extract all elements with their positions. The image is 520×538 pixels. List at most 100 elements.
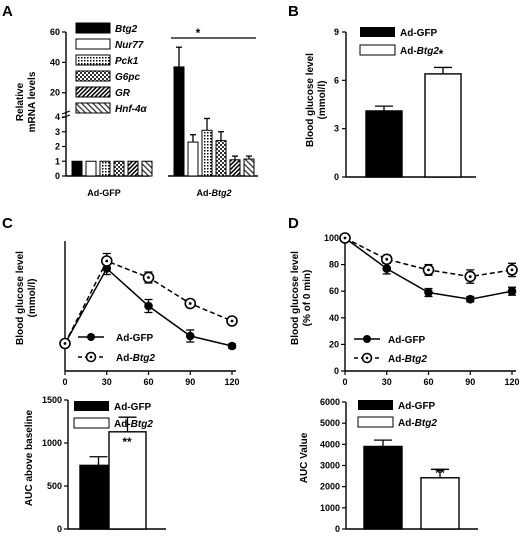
- panel-d-top-ylabel-line2: (% of 0 min): [302, 270, 313, 327]
- panel-b-y-tick-label: 0: [334, 172, 339, 182]
- panel-d-bottom-legend-label-btg2: Ad-Btg2: [398, 418, 437, 429]
- panel-d-legend-marker-gfp: [363, 335, 371, 343]
- panel-d-top-y-tick-label: 60: [329, 286, 339, 296]
- panel-a-legend-label: GR: [115, 88, 131, 99]
- panel-d-bottom-axes: 0 1000 2000 3000 4000 5000 6000: [320, 397, 478, 534]
- panel-letter-c: C: [2, 215, 13, 232]
- panel-c-bottom-bars: [79, 416, 147, 530]
- panel-b: Blood glucose level (mmol/l) 0 3 6 9 Ad-GFP…: [305, 27, 476, 182]
- panel-c-top-point-gfp: [185, 331, 195, 341]
- panel-a-bar-2-0: [99, 160, 111, 177]
- panel-c-bottom: AUC above baseline 0 500 1000 1500 Ad-GFP A…: [24, 395, 166, 534]
- panel-c-top-point-btg2-dot: [230, 319, 234, 323]
- panel-a: Relative mRNA levels 0 1 2 3 4 20 40 60 Btg2 Nur…: [15, 22, 258, 198]
- panel-d-legend-marker-btg2-dot: [365, 356, 369, 360]
- panel-d-top-x-tick-label: 30: [382, 377, 392, 387]
- panel-a-bar-3-1: [215, 140, 227, 177]
- panel-c-bottom-significance: **: [122, 435, 132, 449]
- panel-b-bar-0: [365, 110, 403, 178]
- panel-d-top-x-tick-label: 0: [342, 377, 347, 387]
- panel-d-top-point-btg2-dot: [510, 268, 514, 272]
- panel-c-top-lines: [59, 252, 238, 351]
- panel-d-legend-label-gfp: Ad-GFP: [388, 335, 426, 346]
- panel-a-y-tick-label: 1: [55, 156, 60, 166]
- panel-b-legend-swatch-btg2: [359, 44, 396, 56]
- panel-d-top-y-tick-label: 20: [329, 339, 339, 349]
- panel-b-legend-swatch-gfp: [360, 27, 395, 37]
- panel-letter-b: B: [288, 3, 299, 20]
- panel-d-legend-label-btg2: Ad-Btg2: [388, 354, 427, 365]
- panel-a-legend-swatch: [75, 22, 111, 34]
- panel-a-legend-label: Btg2: [115, 24, 138, 35]
- panel-a-legend-swatch: [75, 70, 111, 82]
- panel-a-legend-label: Nur77: [115, 40, 144, 51]
- panel-a-ylabel-line2: mRNA levels: [27, 71, 38, 132]
- panel-d-top-point-btg2-dot: [385, 257, 389, 261]
- panel-a-axis-break: [61, 114, 71, 119]
- panel-d-top-y-tick-label: 40: [329, 313, 339, 323]
- panel-a-legend-swatch: [75, 38, 111, 50]
- panel-d-bottom-legend-swatch-gfp: [358, 400, 393, 410]
- panel-a-axis-break: [61, 110, 71, 115]
- panel-b-bars: [365, 66, 462, 178]
- panel-d-top-legend: Ad-GFP Ad-Btg2: [354, 335, 427, 365]
- panel-a-bar-3-0: [113, 160, 125, 177]
- panel-c-top: Blood glucose level (mmol/l) 0 30 60 90 120 …: [15, 241, 240, 387]
- panel-a-legend-label: G6pc: [115, 72, 140, 83]
- panel-d-top-x-tick-label: 60: [423, 377, 433, 387]
- panel-c-bottom-bar-1: [108, 431, 147, 530]
- panel-c-legend-marker-btg2-dot: [89, 355, 93, 359]
- panel-d-bottom-y-tick-label: 3000: [320, 461, 340, 471]
- panel-d-bottom-ylabel: AUC Value: [299, 432, 310, 483]
- panel-a-bars: [71, 46, 255, 177]
- panel-d-top-y-tick-label: 80: [329, 260, 339, 270]
- panel-c-top-legend: Ad-GFP Ad-Btg2: [78, 333, 155, 364]
- panel-c-top-axes: 0 30 60 90 120: [62, 241, 240, 387]
- panel-d-bottom-y-tick-label: 0: [335, 524, 340, 534]
- panel-d-top-lines: [339, 232, 518, 304]
- panel-c-bottom-ylabel: AUC above baseline: [24, 409, 35, 506]
- panel-a-bar-1-1: [187, 141, 199, 177]
- panel-d-top-y-tick-label: 0: [334, 366, 339, 376]
- panel-a-bar-0-0: [71, 160, 83, 177]
- panel-d-bottom-y-tick-label: 1000: [320, 503, 340, 513]
- panel-c-top-point-btg2-dot: [63, 342, 67, 345]
- panel-b-significance-star: *: [439, 47, 444, 61]
- panel-b-y-tick-label: 9: [334, 27, 339, 37]
- panel-b-ylabel-line1: Blood glucose level: [305, 53, 316, 147]
- panel-a-legend-swatch: [75, 102, 111, 114]
- panel-d-bottom-y-tick-label: 6000: [320, 397, 340, 407]
- panel-d-top-point-btg2-dot: [468, 275, 472, 278]
- panel-c-legend-label-btg2: Ad-Btg2: [116, 353, 155, 364]
- panel-c-top-point-btg2-dot: [188, 302, 192, 305]
- panel-a-bar-5-1: [243, 158, 255, 177]
- panel-a-significance-star: *: [196, 26, 201, 40]
- panel-a-y-tick-label: 2: [55, 142, 60, 152]
- panel-a-legend-label: Hnf-4α: [115, 104, 148, 115]
- panel-d-top-point-btg2-dot: [343, 236, 347, 240]
- panel-a-bar-5-0: [141, 160, 153, 177]
- panel-c-bottom-legend-swatch-gfp: [74, 401, 109, 411]
- panel-c-top-point-btg2-dot: [105, 259, 109, 263]
- panel-a-ylabel-line1: Relative: [15, 82, 26, 121]
- panel-c-top-x-tick-label: 30: [102, 377, 112, 387]
- panel-d-top: Blood glucose level (% of 0 min) 0 30 60 90…: [290, 232, 520, 387]
- panel-d-top-point-gfp: [465, 294, 475, 304]
- panel-a-bar-4-0: [127, 160, 139, 177]
- panel-a-legend: Btg2 Nur77 Pck1 G6pc GR Hnf-4α: [75, 22, 148, 115]
- panel-a-group-label-btg2: Ad-Btg2: [197, 188, 232, 198]
- panel-a-bar-4-1: [229, 159, 241, 177]
- panel-letter-d: D: [288, 215, 299, 232]
- panel-d-top-point-gfp: [424, 288, 433, 297]
- panel-d-bottom-legend-swatch-btg2: [357, 416, 394, 428]
- panel-d-bottom-y-tick-label: 4000: [320, 439, 340, 449]
- panel-letter-a: A: [2, 3, 13, 20]
- panel-d-top-ylabel-line1: Blood glucose level: [290, 251, 301, 345]
- panel-a-y-tick-label: 60: [50, 27, 60, 37]
- panel-b-y-tick-label: 6: [334, 75, 339, 85]
- panel-b-legend-label-btg2: Ad-Btg2: [400, 46, 439, 57]
- panel-d-bottom-legend-label-gfp: Ad-GFP: [398, 401, 436, 412]
- panel-d-bottom-bar-0: [363, 445, 403, 530]
- panel-a-bar-2-1: [201, 129, 213, 177]
- panel-a-bar-0-1: [173, 66, 185, 177]
